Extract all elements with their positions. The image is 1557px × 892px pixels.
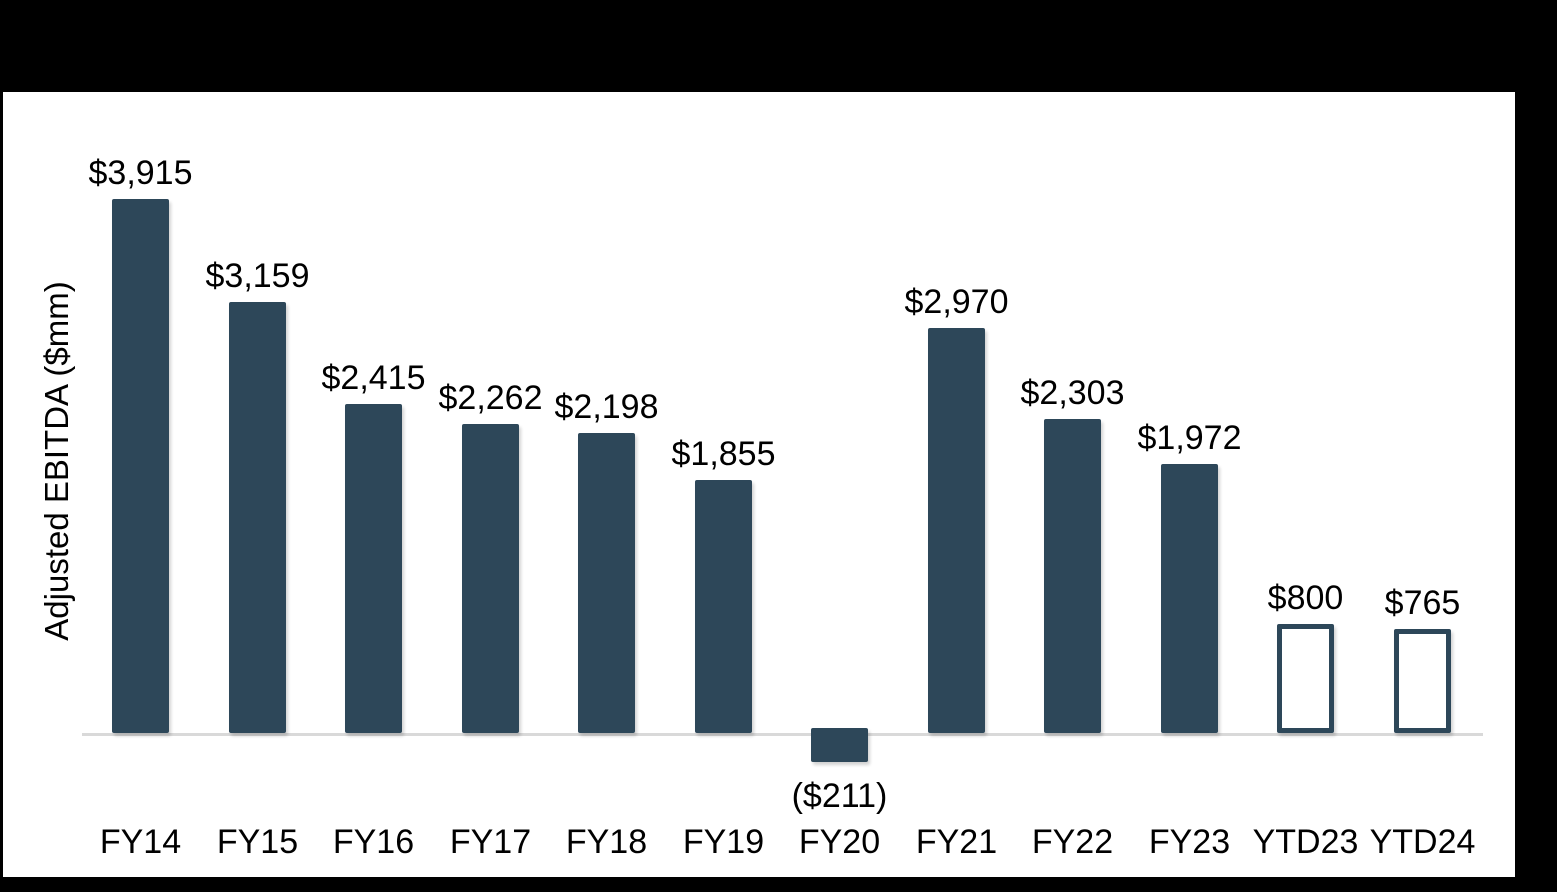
bar-fy21 [928,328,985,733]
x-tick-fy22: FY22 [1031,823,1114,861]
x-tick-fy18: FY18 [565,823,648,861]
bar-fy16 [345,404,402,733]
chart-panel: Adjusted EBITDA ($mm) $3,915 FY14 $3,159 FY… [3,92,1515,877]
value-label-fy19: $1,855 [671,435,776,473]
bar-fy22 [1044,419,1101,733]
value-label-ytd24: $765 [1384,584,1461,622]
x-tick-fy14: FY14 [99,823,182,861]
value-label-fy18: $2,198 [554,388,659,426]
bar-fy20 [811,728,868,762]
x-tick-ytd24: YTD24 [1369,823,1476,861]
bar-fy14 [112,199,169,733]
x-tick-fy17: FY17 [449,823,532,861]
bar-ytd24 [1394,629,1451,733]
x-tick-fy20: FY20 [798,823,881,861]
value-label-fy23: $1,972 [1137,419,1242,457]
bar-fy17 [462,424,519,733]
bar-fy23 [1161,464,1218,733]
x-tick-fy16: FY16 [332,823,415,861]
x-tick-fy23: FY23 [1148,823,1231,861]
value-label-fy17: $2,262 [438,379,543,417]
x-tick-fy15: FY15 [216,823,299,861]
bar-fy18 [578,433,635,733]
value-label-fy20: ($211) [791,777,888,815]
x-tick-fy19: FY19 [682,823,765,861]
x-axis-line [82,733,1483,736]
value-label-ytd23: $800 [1267,579,1344,617]
value-label-fy15: $3,159 [205,257,310,295]
bar-fy19 [695,480,752,733]
value-label-fy14: $3,915 [88,154,193,192]
bar-ytd23 [1277,624,1334,733]
x-tick-ytd23: YTD23 [1252,823,1359,861]
x-tick-fy21: FY21 [915,823,998,861]
y-axis-title: Adjusted EBITDA ($mm) [38,281,75,641]
value-label-fy16: $2,415 [321,359,426,397]
bar-fy15 [229,302,286,733]
value-label-fy22: $2,303 [1020,374,1125,412]
value-label-fy21: $2,970 [904,283,1009,321]
